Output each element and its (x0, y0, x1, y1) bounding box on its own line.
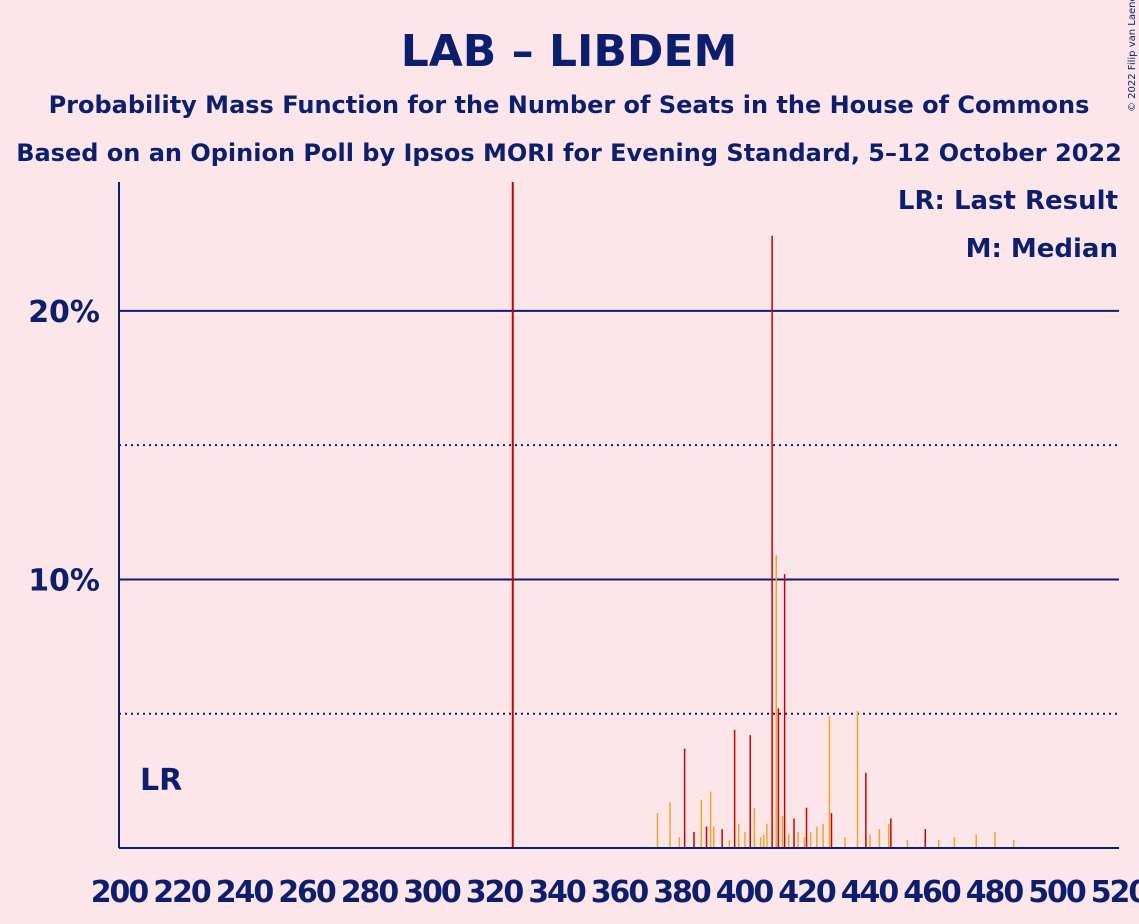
chart-subtitle: Probability Mass Function for the Number… (49, 91, 1090, 119)
x-tick-label: 480 (966, 875, 1024, 910)
gridlines (119, 309, 1119, 715)
x-tick-labels: 200 220 240 260 280 300 320 340 360 380 400 420 440 4… (91, 875, 1139, 910)
x-tick-label: 320 (466, 875, 524, 910)
x-tick-label: 220 (153, 875, 211, 910)
chart-title: LAB – LIBDEM (401, 26, 738, 77)
y-tick-label: 10% (28, 563, 100, 598)
y-tick-labels: 10% 20% (28, 295, 100, 599)
legend-median: M: Median (966, 234, 1118, 264)
bars-group (511, 182, 1015, 848)
legend-last-result: LR: Last Result (898, 186, 1118, 216)
x-tick-label: 260 (278, 875, 336, 910)
y-tick-label: 20% (28, 295, 100, 330)
copyright-notice: © 2022 Filip van Laenen (1127, 0, 1138, 112)
x-tick-label: 420 (778, 875, 836, 910)
chart-subtitle-2: Based on an Opinion Poll by Ipsos MORI f… (16, 139, 1122, 167)
x-tick-label: 500 (1028, 875, 1086, 910)
x-tick-label: 300 (403, 875, 461, 910)
x-tick-label: 460 (903, 875, 961, 910)
x-tick-label: 440 (841, 875, 899, 910)
x-tick-label: 340 (528, 875, 586, 910)
x-tick-label: 240 (216, 875, 274, 910)
last-result-label: LR (140, 763, 182, 798)
x-tick-label: 520 (1091, 875, 1139, 910)
x-tick-label: 360 (591, 875, 649, 910)
x-tick-label: 200 (91, 875, 149, 910)
x-tick-label: 380 (653, 875, 711, 910)
x-tick-label: 280 (341, 875, 399, 910)
x-tick-label: 400 (716, 875, 774, 910)
